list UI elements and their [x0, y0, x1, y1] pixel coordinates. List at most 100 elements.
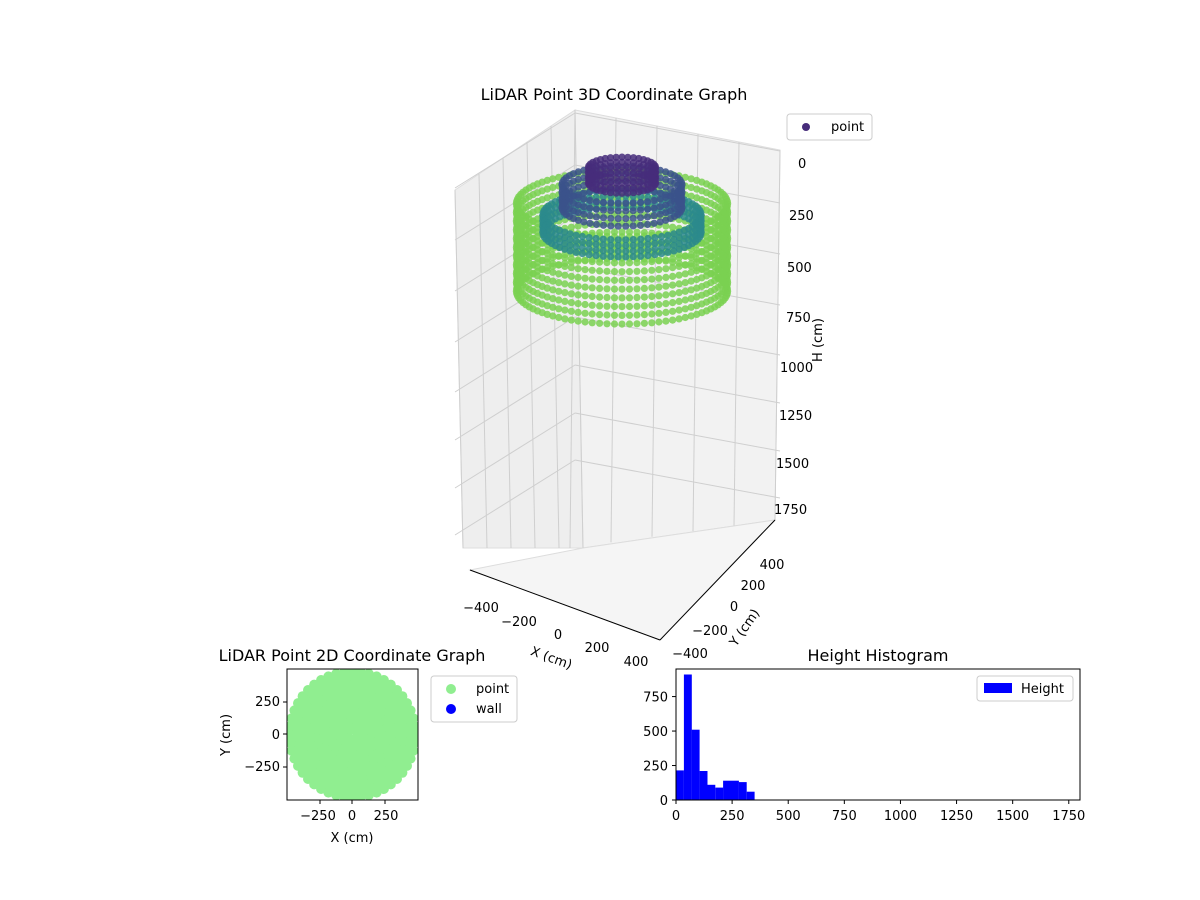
data-point-3d [561, 234, 569, 242]
data-point-3d [656, 189, 664, 197]
data-point-3d [644, 246, 652, 254]
data-point-3d [603, 228, 611, 236]
data-point-3d [543, 275, 551, 284]
histogram-bar [676, 770, 684, 800]
data-point-3d [655, 309, 663, 317]
data-point-3d [656, 203, 664, 211]
data-point-3d [723, 289, 731, 298]
histogram-bar [731, 780, 739, 800]
z-tick-label: 750 [786, 311, 811, 326]
data-point-3d [624, 189, 632, 197]
data-point-3d [629, 189, 638, 197]
data-point-3d [655, 266, 663, 274]
z-tick-label: 1000 [780, 361, 813, 376]
data-point-3d [567, 290, 576, 298]
data-point-3d [612, 179, 620, 187]
data-point-3d [614, 207, 622, 215]
data-point-3d [635, 160, 643, 168]
data-point-3d [640, 311, 649, 319]
data-point-3d [612, 174, 620, 182]
x-tick-label: 1000 [884, 809, 917, 824]
data-point-3d [687, 286, 695, 294]
data-point-3d [637, 235, 645, 243]
data-point-3d [669, 316, 677, 324]
data-point-3d [592, 252, 600, 260]
data-point-2d [339, 791, 350, 800]
data-point-3d [670, 247, 678, 255]
data-point-2d [287, 745, 297, 756]
data-point-2d [363, 790, 374, 800]
data-point-3d [596, 267, 604, 275]
data-point-3d [555, 252, 563, 260]
data-point-3d [588, 319, 596, 327]
data-point-3d [675, 306, 683, 314]
data-point-3d [596, 284, 604, 292]
histogram-y-axis: 0 250 500 750 [643, 691, 676, 809]
data-point-3d [622, 222, 630, 230]
data-point-2d [409, 721, 418, 732]
data-point-3d [561, 280, 569, 288]
x-tick-label: 1250 [940, 809, 973, 824]
data-point-3d [566, 247, 574, 255]
data-point-3d [618, 303, 626, 311]
x-tick-label: 1750 [1052, 809, 1085, 824]
data-point-3d [543, 302, 551, 310]
legend-label: point [476, 682, 509, 697]
data-point-3d [644, 252, 652, 260]
data-point-3d [677, 206, 686, 214]
data-point-3d [687, 253, 695, 261]
data-point-3d [572, 248, 580, 256]
z-tick-label: 1750 [774, 503, 807, 518]
data-point-3d [574, 265, 582, 273]
histogram-x-axis: 0 250 500 750 1000 1250 1500 1750 [672, 800, 1085, 824]
data-point-3d [561, 306, 569, 314]
data-point-3d [607, 236, 615, 244]
y-tick-label: 500 [643, 725, 668, 740]
data-point-3d [622, 207, 630, 215]
data-point-3d [637, 241, 645, 249]
data-point-3d [618, 163, 626, 171]
data-point-3d [662, 273, 670, 281]
data-point-3d [572, 231, 580, 239]
data-point-3d [664, 231, 672, 239]
data-point-3d [614, 253, 622, 261]
data-point-3d [610, 311, 619, 319]
legend-marker-point [446, 684, 456, 694]
data-point-3d [648, 310, 656, 318]
data-point-3d [687, 262, 695, 270]
point-cloud-2d [287, 669, 418, 800]
data-point-3d [574, 300, 582, 308]
data-point-3d [644, 234, 652, 243]
data-point-3d [655, 300, 663, 309]
data-point-3d [655, 318, 663, 326]
legend-label: wall [476, 702, 502, 717]
data-point-3d [624, 174, 632, 182]
data-point-3d [618, 158, 626, 166]
data-point-3d [549, 312, 557, 320]
data-point-2d [331, 790, 342, 800]
data-point-3d [612, 168, 620, 177]
data-point-3d [606, 164, 615, 172]
data-point-3d [555, 287, 563, 295]
legend-marker-point [802, 123, 810, 131]
data-point-3d [655, 274, 663, 282]
data-point-3d [612, 184, 620, 192]
data-point-3d [618, 285, 626, 293]
data-point-3d [618, 320, 626, 328]
data-point-3d [607, 253, 615, 261]
data-point-3d [610, 302, 619, 311]
data-point-3d [662, 265, 670, 273]
data-point-3d [651, 245, 659, 253]
data-point-3d [586, 196, 594, 205]
data-point-3d [581, 266, 589, 274]
data-point-3d [625, 276, 634, 284]
data-point-3d [603, 311, 611, 319]
data-point-3d [687, 277, 695, 285]
x-axis-label: X (cm) [331, 831, 374, 846]
x-axis: −400 −200 0 200 400 [463, 601, 648, 670]
data-point-3d [648, 301, 656, 309]
data-point-3d [618, 153, 626, 161]
data-point-3d [637, 252, 645, 260]
data-point-3d [675, 280, 683, 288]
data-point-3d [566, 235, 574, 244]
